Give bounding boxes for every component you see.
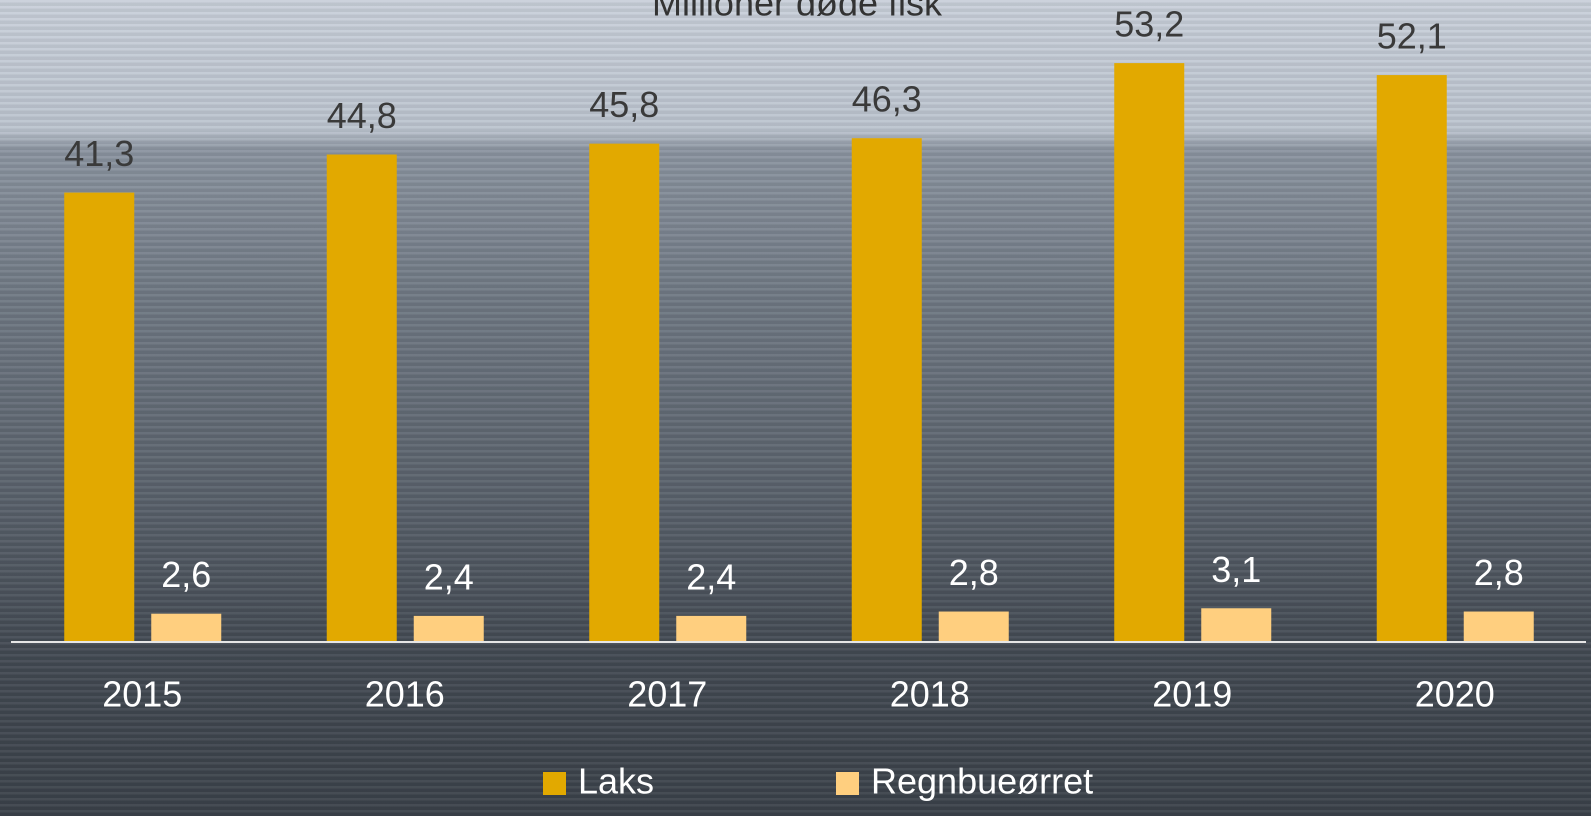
x-tick-label: 2015 bbox=[102, 674, 182, 715]
bar bbox=[326, 154, 397, 642]
bar bbox=[1201, 608, 1272, 642]
bar bbox=[151, 613, 222, 642]
legend-swatch bbox=[836, 772, 859, 795]
chart-title: Millioner døde fisk bbox=[652, 0, 943, 24]
data-label: 2,8 bbox=[1474, 552, 1524, 593]
x-tick-label: 2020 bbox=[1415, 674, 1495, 715]
data-label: 2,4 bbox=[686, 556, 736, 597]
x-tick-label: 2018 bbox=[890, 674, 970, 715]
data-label: 2,8 bbox=[949, 552, 999, 593]
bar bbox=[676, 615, 747, 642]
bar bbox=[413, 615, 484, 642]
data-label: 41,3 bbox=[64, 133, 134, 174]
x-tick-label: 2016 bbox=[365, 674, 445, 715]
bar bbox=[64, 192, 135, 642]
data-label: 44,8 bbox=[327, 95, 397, 136]
x-tick-label: 2017 bbox=[627, 674, 707, 715]
legend-label: Laks bbox=[578, 761, 654, 802]
bar bbox=[589, 143, 660, 642]
bar bbox=[1114, 63, 1185, 642]
bar bbox=[938, 611, 1009, 642]
data-label: 3,1 bbox=[1211, 549, 1261, 590]
data-label: 45,8 bbox=[589, 84, 659, 125]
bar bbox=[1463, 611, 1534, 642]
data-label: 53,2 bbox=[1114, 4, 1184, 45]
data-label: 2,4 bbox=[424, 556, 474, 597]
data-label: 46,3 bbox=[852, 79, 922, 120]
legend-label: Regnbueørret bbox=[871, 761, 1093, 802]
x-tick-label: 2019 bbox=[1152, 674, 1232, 715]
data-label: 52,1 bbox=[1377, 16, 1447, 57]
bar bbox=[851, 138, 922, 642]
data-label: 2,6 bbox=[161, 554, 211, 595]
legend-swatch bbox=[543, 772, 566, 795]
bar bbox=[1376, 75, 1447, 642]
